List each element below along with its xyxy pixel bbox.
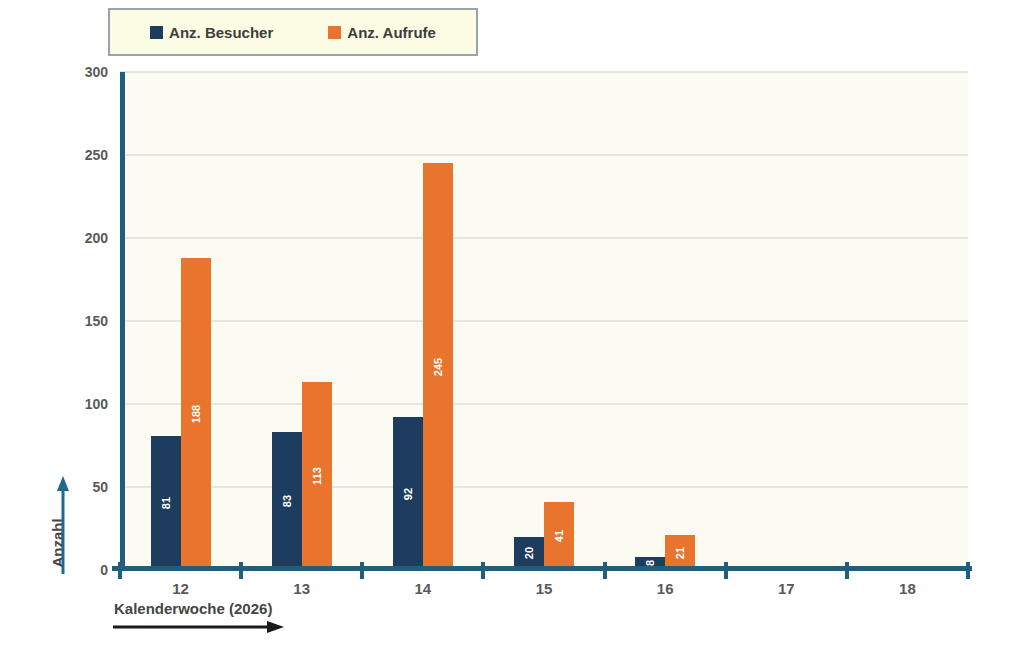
gridline-300 (120, 71, 968, 73)
bar-value-label: 81 (160, 497, 172, 509)
y-tick-label-250: 250 (50, 145, 108, 165)
y-axis-line (120, 72, 125, 571)
legend-label-aufrufe: Anz. Aufrufe (347, 24, 436, 41)
legend: Anz. Besucher Anz. Aufrufe (108, 8, 478, 56)
gridline-100 (120, 403, 968, 405)
gridline-50 (120, 486, 968, 488)
legend-swatch-besucher (150, 26, 163, 39)
bar-value-label: 188 (190, 405, 202, 423)
bar-value-label: 21 (674, 546, 686, 558)
x-tick-label-12: 12 (151, 580, 211, 597)
bar-value-label: 245 (432, 357, 444, 375)
legend-item-besucher: Anz. Besucher (150, 24, 273, 41)
bar-value-label: 92 (402, 488, 414, 500)
y-tick-label-0: 0 (50, 560, 108, 580)
bar-value-label: 113 (311, 467, 323, 485)
x-tick-label-15: 15 (514, 580, 574, 597)
bar-chart: Anz. Besucher Anz. Aufrufe 81 188 83 113 92 2… (0, 0, 1024, 662)
y-tick-label-150: 150 (50, 311, 108, 331)
plot-area: 8118883113922452041821 (120, 72, 968, 570)
x-axis-tick (724, 562, 728, 579)
x-axis-tick (845, 562, 849, 579)
gridline-200 (120, 237, 968, 239)
bar-value-label: 83 (281, 495, 293, 507)
bar-value-label: 20 (523, 547, 535, 559)
x-tick-label-18: 18 (877, 580, 937, 597)
x-tick-label-17: 17 (756, 580, 816, 597)
x-tick-label-13: 13 (272, 580, 332, 597)
x-tick-label-16: 16 (635, 580, 695, 597)
legend-item-aufrufe: Anz. Aufrufe (328, 24, 436, 41)
x-axis-tick (966, 562, 970, 579)
legend-swatch-aufrufe (328, 26, 341, 39)
x-axis-tick (118, 562, 122, 579)
x-axis-arrow-icon (113, 620, 285, 634)
x-axis-tick (360, 562, 364, 579)
x-axis-tick (603, 562, 607, 579)
x-tick-label-14: 14 (393, 580, 453, 597)
x-axis-tick (239, 562, 243, 579)
y-tick-label-300: 300 (50, 62, 108, 82)
legend-label-besucher: Anz. Besucher (169, 24, 273, 41)
bar-value-label: 41 (553, 530, 565, 542)
x-axis-tick (481, 562, 485, 579)
gridline-250 (120, 154, 968, 156)
gridline-150 (120, 320, 968, 322)
x-axis-title: Kalenderwoche (2026) (114, 600, 272, 617)
y-tick-label-50: 50 (50, 477, 108, 497)
y-tick-label-100: 100 (50, 394, 108, 414)
y-tick-label-200: 200 (50, 228, 108, 248)
